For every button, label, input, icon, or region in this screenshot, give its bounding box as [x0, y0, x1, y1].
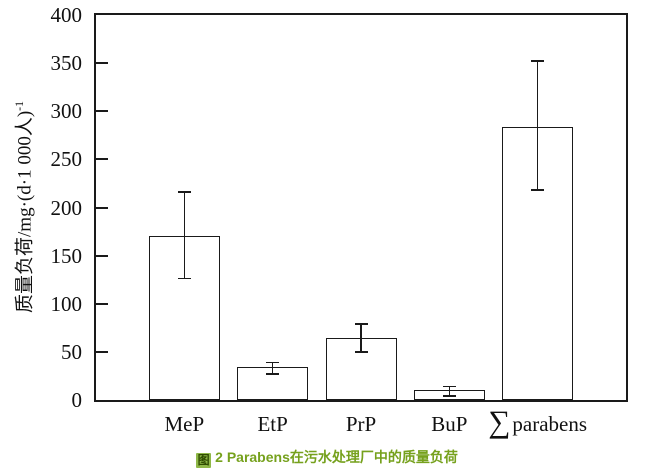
- error-bar-MeP: [183, 192, 186, 279]
- y-tick-label-300: 300: [50, 99, 83, 124]
- figure-caption-text: 2 Parabens在污水处理厂中的质量负荷: [215, 449, 458, 465]
- y-tick-100: [96, 302, 108, 305]
- x-axis-label-sum-parabens: ∑ parabens: [448, 407, 628, 437]
- y-tick-200: [96, 206, 108, 209]
- error-bar-sum-parabens: [536, 61, 539, 191]
- y-tick-label-400: 400: [50, 3, 83, 27]
- y-tick-150: [96, 254, 108, 257]
- y-tick-label-250: 250: [50, 147, 83, 172]
- y-tick-label-150: 150: [50, 243, 83, 268]
- error-cap-low-PrP: [354, 351, 368, 353]
- figure-icon: 图: [196, 453, 212, 468]
- y-tick-50: [96, 350, 108, 353]
- y-tick-label-350: 350: [50, 51, 83, 76]
- error-bar-EtP: [271, 362, 274, 374]
- sigma-label-text: parabens: [512, 411, 588, 436]
- error-cap-high-PrP: [354, 323, 368, 325]
- plot-area: [94, 13, 628, 402]
- y-tick-label-50: 50: [61, 339, 82, 364]
- y-tick-300: [96, 110, 108, 113]
- error-cap-high-BuP: [442, 385, 456, 388]
- y-tick-250: [96, 158, 108, 161]
- y-tick-label-0: 0: [71, 388, 83, 412]
- y-tick-350: [96, 62, 108, 65]
- error-cap-high-MeP: [177, 191, 191, 193]
- error-cap-low-sum-parabens: [531, 189, 545, 191]
- error-bar-BuP: [448, 386, 451, 397]
- x-axis-label-MeP: MeP: [164, 412, 205, 436]
- error-cap-low-BuP: [442, 395, 456, 397]
- y-tick-label-100: 100: [50, 291, 83, 316]
- error-cap-high-EtP: [266, 361, 280, 364]
- x-axis-label-PrP: PrP: [345, 412, 377, 436]
- error-cap-low-MeP: [177, 277, 191, 280]
- x-axis-label-BuP: BuP: [431, 412, 468, 436]
- error-bar-PrP: [360, 323, 362, 352]
- error-cap-high-sum-parabens: [531, 60, 545, 62]
- error-cap-low-EtP: [266, 373, 280, 375]
- x-axis-label-EtP: EtP: [257, 412, 288, 436]
- sigma-symbol: ∑: [488, 404, 511, 440]
- y-tick-label-200: 200: [50, 195, 83, 220]
